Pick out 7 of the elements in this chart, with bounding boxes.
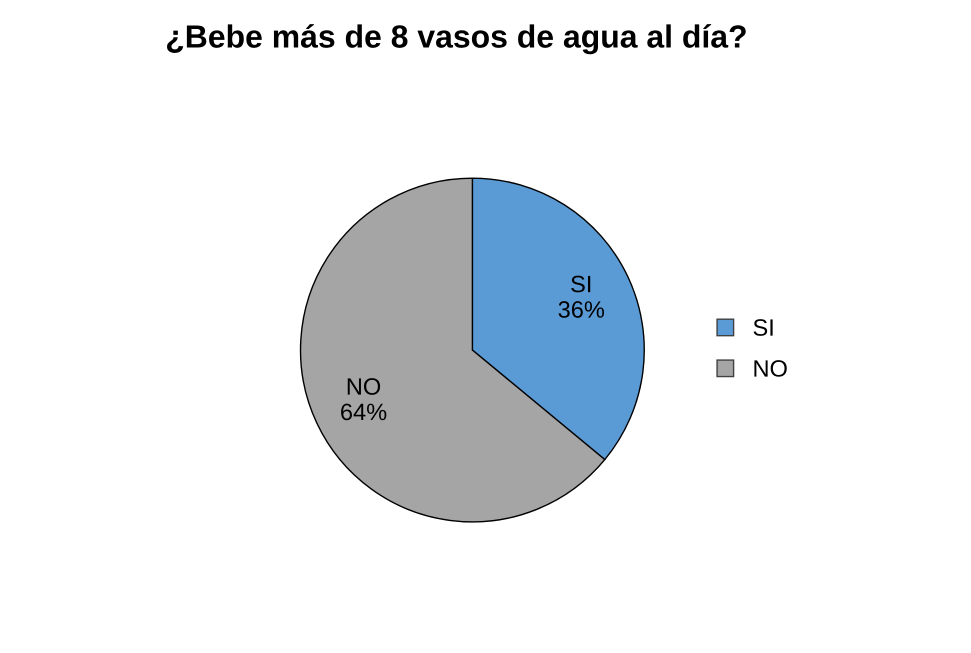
- data-label: 64%: [341, 404, 386, 420]
- chart-title: ¿Bebe más de 8 vasos de agua al día?: [167, 24, 746, 54]
- legend-label: NO: [754, 360, 787, 377]
- data-label: 36%: [558, 301, 604, 318]
- slice-label: SI: [571, 276, 590, 292]
- legend-label: SI: [754, 319, 773, 336]
- slice-label: NO: [348, 378, 380, 395]
